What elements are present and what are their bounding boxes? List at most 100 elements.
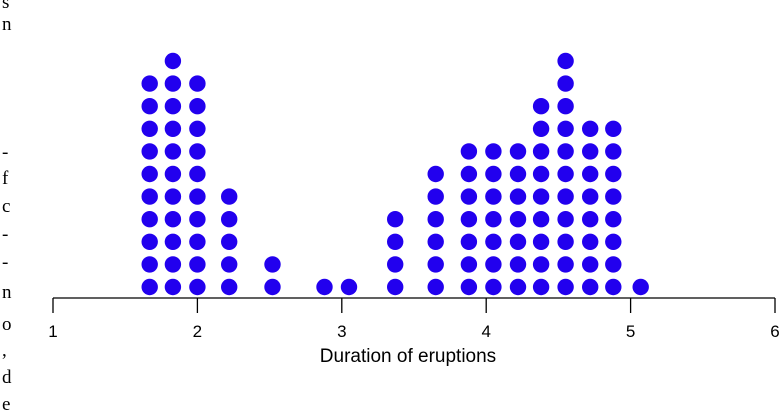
data-dot [485, 256, 501, 272]
margin-text-char: f [2, 168, 9, 189]
data-dot [387, 211, 403, 227]
data-dot [533, 188, 549, 204]
data-dot [582, 166, 598, 182]
data-dot [142, 211, 158, 227]
data-dot [533, 166, 549, 182]
data-dot [605, 211, 621, 227]
data-dot [461, 256, 477, 272]
x-axis: 1 2 3 4 5 6 [48, 298, 779, 341]
data-dot [142, 75, 158, 91]
data-dot [165, 234, 181, 250]
data-dot [165, 75, 181, 91]
data-dot [533, 98, 549, 114]
data-dot [485, 279, 501, 295]
data-dot [189, 279, 205, 295]
data-dot [557, 75, 573, 91]
data-dot [485, 188, 501, 204]
x-tick-label-2: 2 [193, 322, 202, 341]
data-dot [428, 256, 444, 272]
data-dot [165, 53, 181, 69]
margin-text-char: d [2, 367, 12, 388]
data-dot [142, 279, 158, 295]
data-dot [557, 279, 573, 295]
margin-text-char: , [2, 340, 7, 361]
data-dot [533, 279, 549, 295]
x-axis-label: Duration of eruptions [320, 346, 496, 367]
data-dot [142, 188, 158, 204]
data-dot [461, 211, 477, 227]
data-dot [485, 211, 501, 227]
margin-text-char: o [2, 314, 12, 335]
data-dot [189, 121, 205, 137]
data-dot [557, 234, 573, 250]
data-dot [605, 143, 621, 159]
data-dot [605, 256, 621, 272]
data-dot [428, 234, 444, 250]
data-dot [557, 211, 573, 227]
data-dot [165, 143, 181, 159]
margin-text-char: e [2, 394, 10, 414]
margin-text-char: n [2, 282, 12, 303]
margin-text-char: - [2, 142, 8, 163]
data-dot [582, 121, 598, 137]
data-dot [142, 234, 158, 250]
data-dot [461, 188, 477, 204]
data-dot [142, 143, 158, 159]
data-dot [461, 279, 477, 295]
data-dot [428, 211, 444, 227]
margin-text-char: s [2, 0, 9, 13]
data-dot [341, 279, 357, 295]
data-dot [221, 234, 237, 250]
x-tick-label-5: 5 [626, 322, 635, 341]
data-dot [605, 166, 621, 182]
x-tick-label-6: 6 [770, 322, 779, 341]
data-dot [557, 98, 573, 114]
data-dot [189, 98, 205, 114]
data-dot [189, 256, 205, 272]
data-dot [221, 279, 237, 295]
data-dot [165, 121, 181, 137]
data-dot [189, 143, 205, 159]
data-dot [605, 121, 621, 137]
data-dot [142, 121, 158, 137]
data-dot [165, 166, 181, 182]
x-axis-ticks: 1 2 3 4 5 6 [48, 298, 779, 341]
data-dot [221, 256, 237, 272]
data-dot [189, 211, 205, 227]
cropped-margin-text: sn-fc--no,de [2, 0, 12, 414]
x-tick-label-3: 3 [337, 322, 346, 341]
data-dot [461, 234, 477, 250]
data-dot [510, 279, 526, 295]
data-dot [557, 256, 573, 272]
data-dot [264, 279, 280, 295]
margin-text-char: n [2, 14, 12, 35]
margin-text-char: c [2, 196, 10, 217]
data-dot [557, 53, 573, 69]
data-dot [582, 143, 598, 159]
data-dot [165, 98, 181, 114]
data-dot [189, 75, 205, 91]
data-dot [316, 279, 332, 295]
data-dot [387, 279, 403, 295]
data-dot [510, 256, 526, 272]
data-dot [533, 211, 549, 227]
x-tick-label-4: 4 [481, 322, 490, 341]
data-dot [142, 256, 158, 272]
data-dot [510, 234, 526, 250]
data-dot [533, 143, 549, 159]
data-dot [582, 279, 598, 295]
x-tick-label-1: 1 [48, 322, 57, 341]
data-dot [165, 211, 181, 227]
data-dot [189, 188, 205, 204]
data-dot [165, 256, 181, 272]
data-dot [428, 188, 444, 204]
data-dot [605, 234, 621, 250]
data-dot [461, 143, 477, 159]
data-dot [510, 211, 526, 227]
data-dot [221, 188, 237, 204]
margin-text-char: - [2, 252, 8, 273]
data-dot [557, 143, 573, 159]
data-dot [189, 166, 205, 182]
data-dot [142, 166, 158, 182]
